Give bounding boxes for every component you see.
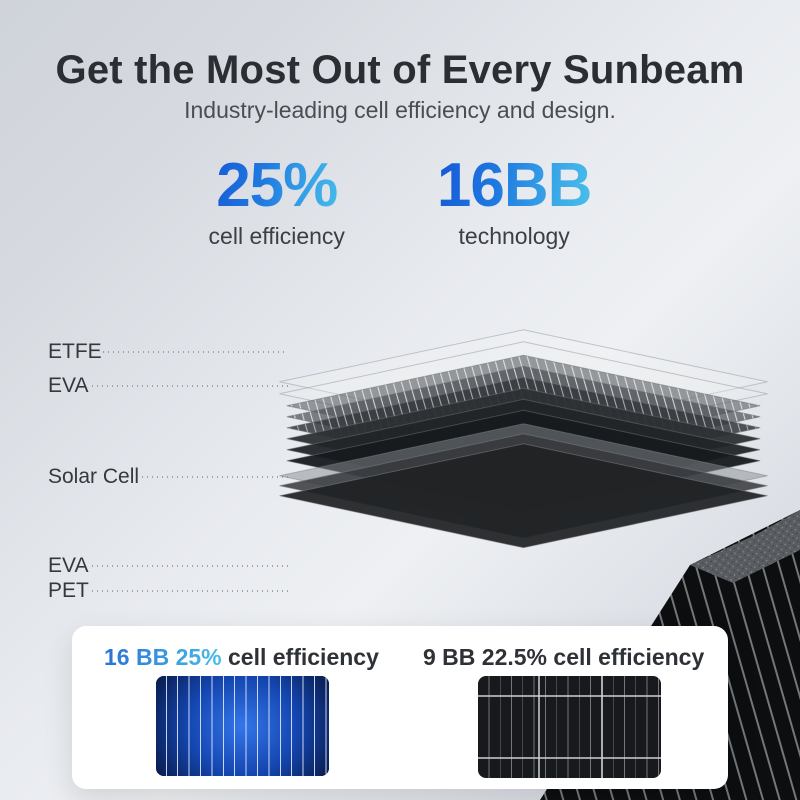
- svg-text:Solar Cell: Solar Cell: [48, 465, 139, 488]
- svg-text:PET: PET: [48, 579, 89, 602]
- svg-text:ETFE: ETFE: [48, 340, 102, 363]
- svg-text:EVA: EVA: [48, 554, 88, 577]
- svg-text:EVA: EVA: [48, 374, 88, 397]
